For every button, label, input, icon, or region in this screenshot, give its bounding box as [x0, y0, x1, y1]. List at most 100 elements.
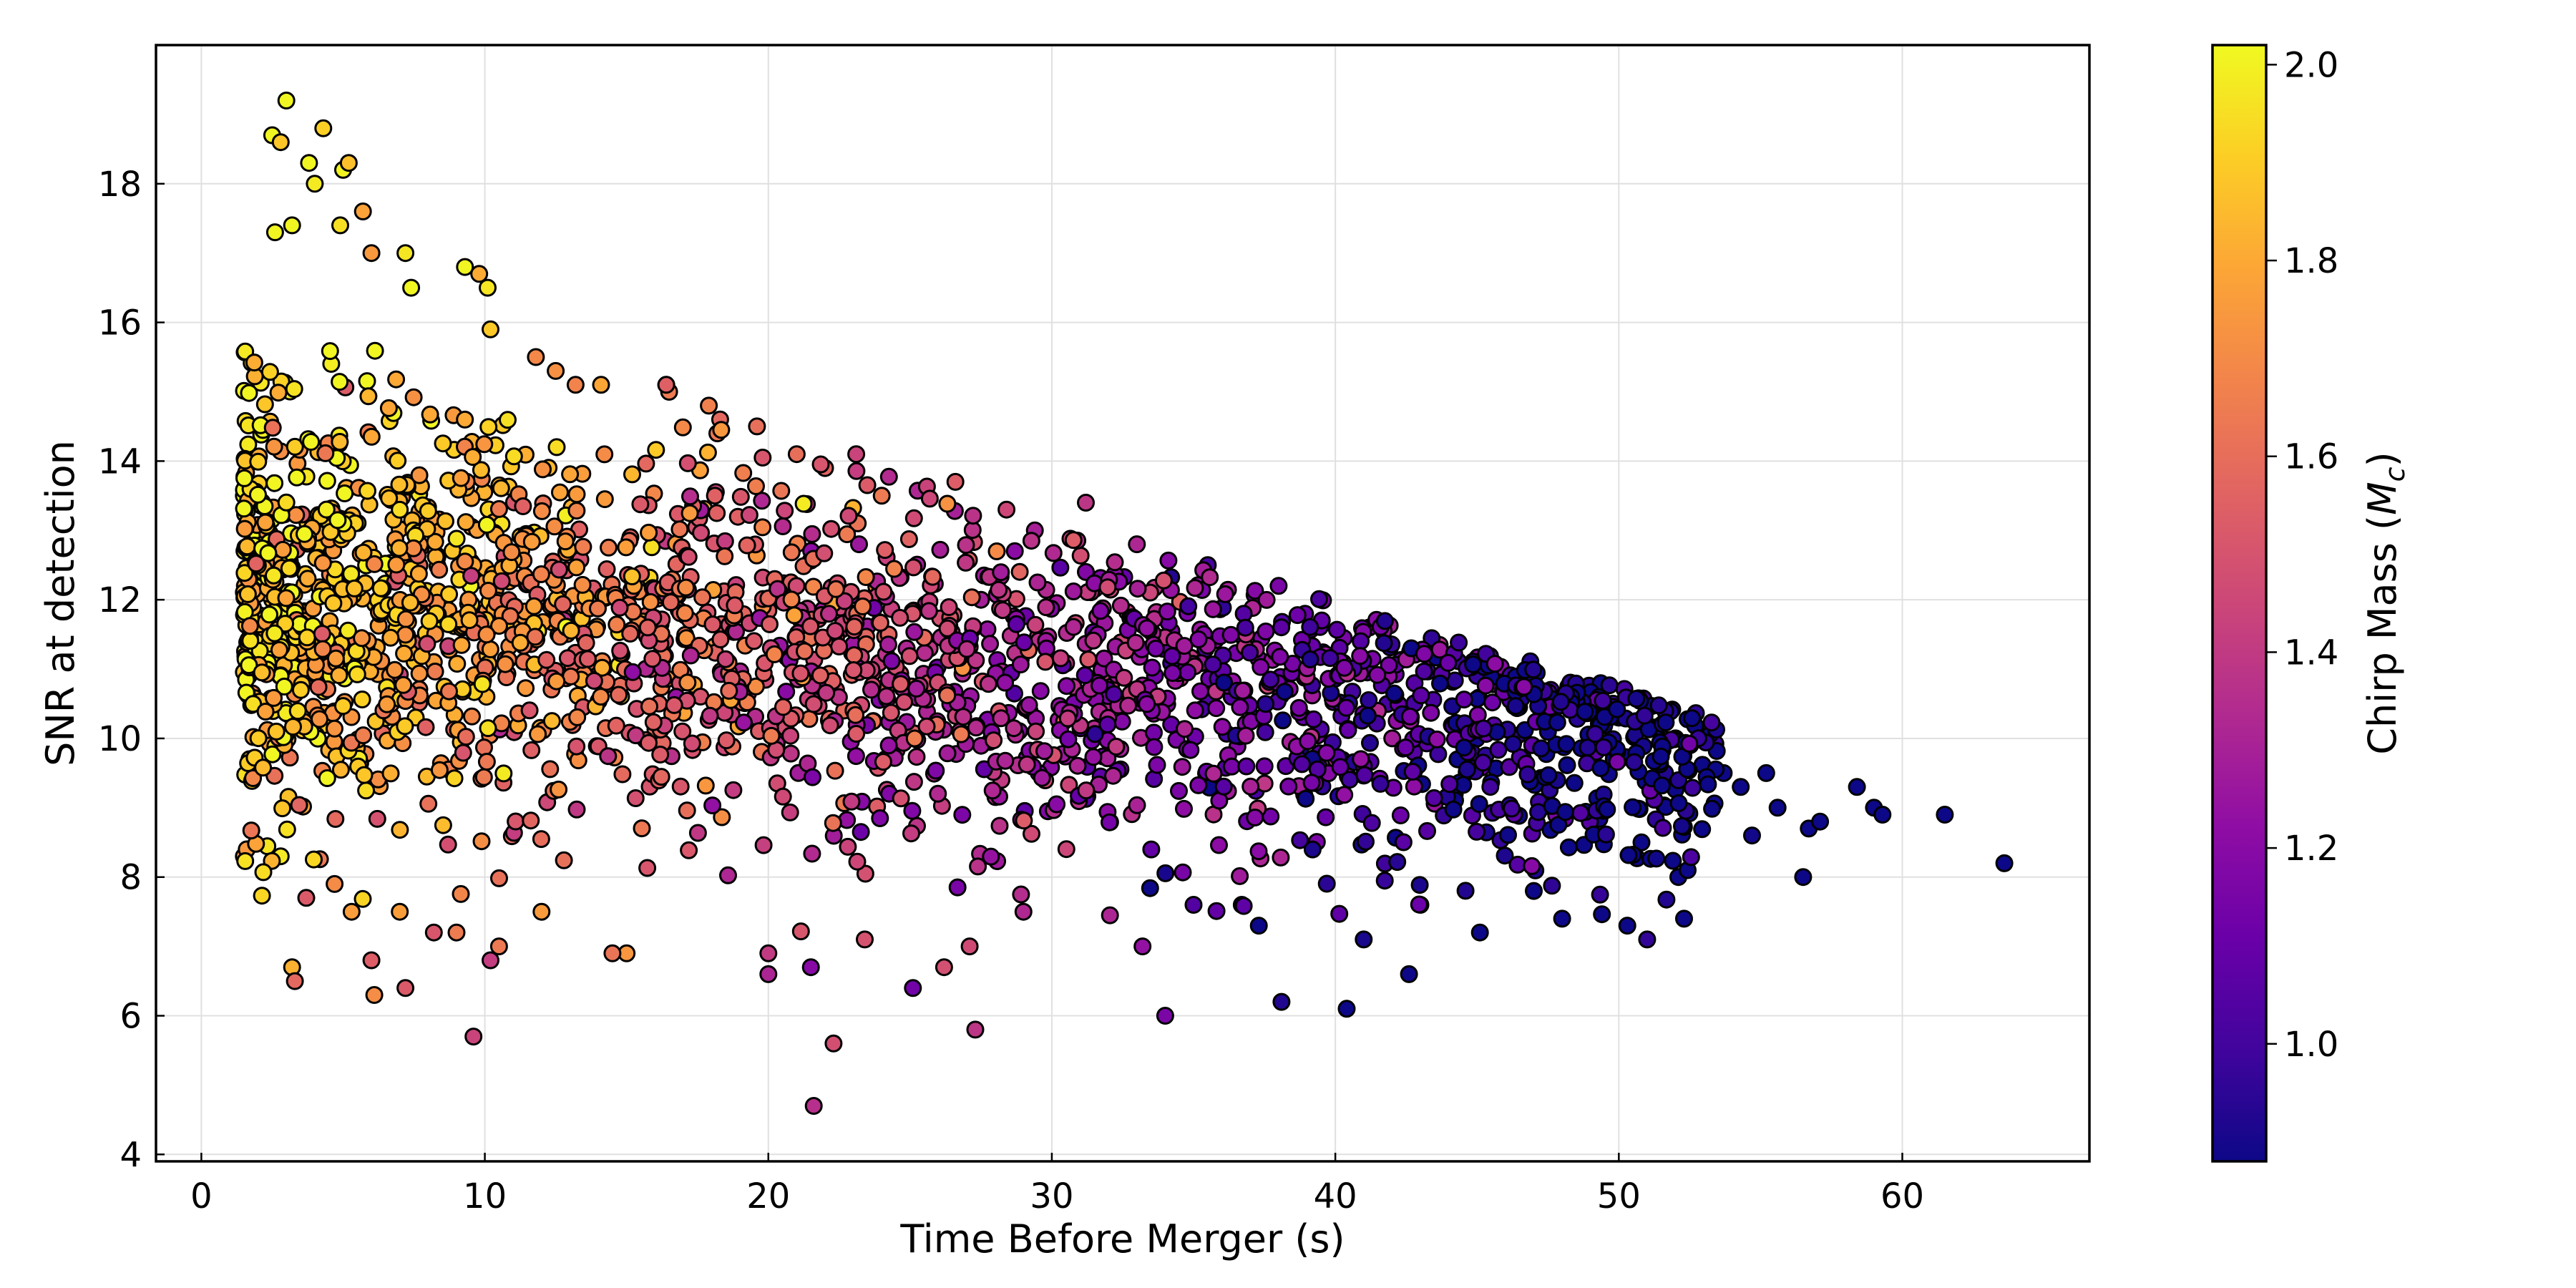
data-point [353, 691, 371, 708]
data-point [1503, 799, 1521, 818]
data-point [1059, 730, 1078, 748]
data-point [1811, 812, 1830, 831]
data-point [396, 625, 415, 644]
data-point [1571, 804, 1590, 822]
data-point [1064, 531, 1083, 550]
data-point [271, 133, 290, 152]
data-point [396, 717, 414, 736]
data-point [1028, 573, 1047, 592]
data-point [439, 835, 457, 854]
data-point [1246, 582, 1264, 600]
data-point [280, 559, 298, 577]
data-point [1204, 600, 1222, 618]
data-point [1682, 848, 1700, 867]
data-point [1415, 662, 1433, 680]
data-point [328, 511, 347, 530]
data-point [534, 460, 552, 479]
data-point [1302, 774, 1321, 792]
data-point [326, 810, 345, 828]
data-point [826, 622, 844, 640]
data-point [597, 560, 616, 578]
data-point [522, 811, 540, 830]
data-point [608, 615, 626, 634]
data-point [1619, 846, 1638, 864]
data-point [263, 745, 282, 763]
data-point [821, 716, 839, 735]
data-point [482, 320, 499, 338]
data-point [679, 547, 698, 566]
data-point [235, 499, 253, 518]
data-point [253, 663, 271, 682]
data-point [871, 613, 889, 632]
x-tick-label: 20 [746, 1176, 790, 1216]
data-point [342, 902, 361, 921]
data-point [754, 836, 773, 854]
data-point [1145, 738, 1163, 756]
data-point [1272, 848, 1290, 867]
data-point [845, 646, 864, 665]
data-point [1077, 494, 1095, 512]
data-point [1249, 842, 1268, 861]
data-point [317, 500, 336, 519]
data-point [1702, 713, 1721, 732]
data-point [525, 597, 543, 615]
data-point [353, 889, 372, 908]
data-point [1033, 769, 1051, 787]
data-point [1293, 755, 1311, 774]
data-point [1310, 590, 1328, 608]
data-point [877, 687, 896, 706]
data-point [726, 596, 744, 615]
data-point [738, 536, 756, 555]
data-point [905, 729, 924, 748]
data-point [1455, 738, 1473, 757]
data-point [260, 363, 279, 381]
data-point [759, 965, 778, 983]
y-axis-ticks: 4 6 8 10 12 14 16 18 [98, 165, 165, 1175]
data-point [782, 590, 801, 609]
data-point [703, 796, 722, 815]
data-point [288, 702, 307, 721]
data-point [1351, 647, 1370, 665]
data-point [907, 748, 926, 766]
data-point [445, 769, 464, 788]
data-point [879, 467, 898, 486]
data-point [502, 543, 521, 562]
data-point [357, 781, 376, 800]
data-point [852, 823, 870, 841]
data-point [847, 445, 866, 464]
data-point [436, 512, 454, 530]
data-point [811, 455, 830, 474]
data-point [336, 484, 354, 502]
data-point [302, 433, 321, 451]
data-point [439, 615, 458, 633]
data-point [362, 951, 381, 970]
data-point [927, 761, 945, 780]
data-point [842, 792, 861, 811]
y-tick-label: 10 [98, 719, 142, 759]
data-point [987, 542, 1006, 560]
data-point [238, 585, 257, 603]
data-point [1335, 786, 1354, 804]
y-tick-label: 18 [98, 165, 142, 205]
data-point [391, 821, 409, 839]
data-point [242, 821, 260, 840]
data-point [657, 376, 675, 394]
data-point [492, 479, 510, 497]
data-point [761, 615, 779, 633]
data-point [633, 819, 651, 838]
data-point [1037, 598, 1055, 617]
data-point [1524, 660, 1543, 679]
data-point [477, 625, 496, 644]
data-point [1368, 665, 1387, 684]
data-point [781, 803, 799, 821]
data-point [1848, 778, 1866, 796]
data-point [286, 972, 304, 990]
data-point [286, 437, 304, 456]
data-point [1075, 666, 1094, 685]
data-point [1128, 535, 1146, 554]
y-tick-label: 4 [119, 1135, 142, 1175]
data-point [1269, 577, 1288, 595]
data-point [953, 806, 972, 824]
data-point [1272, 618, 1291, 637]
data-point [1360, 691, 1378, 709]
